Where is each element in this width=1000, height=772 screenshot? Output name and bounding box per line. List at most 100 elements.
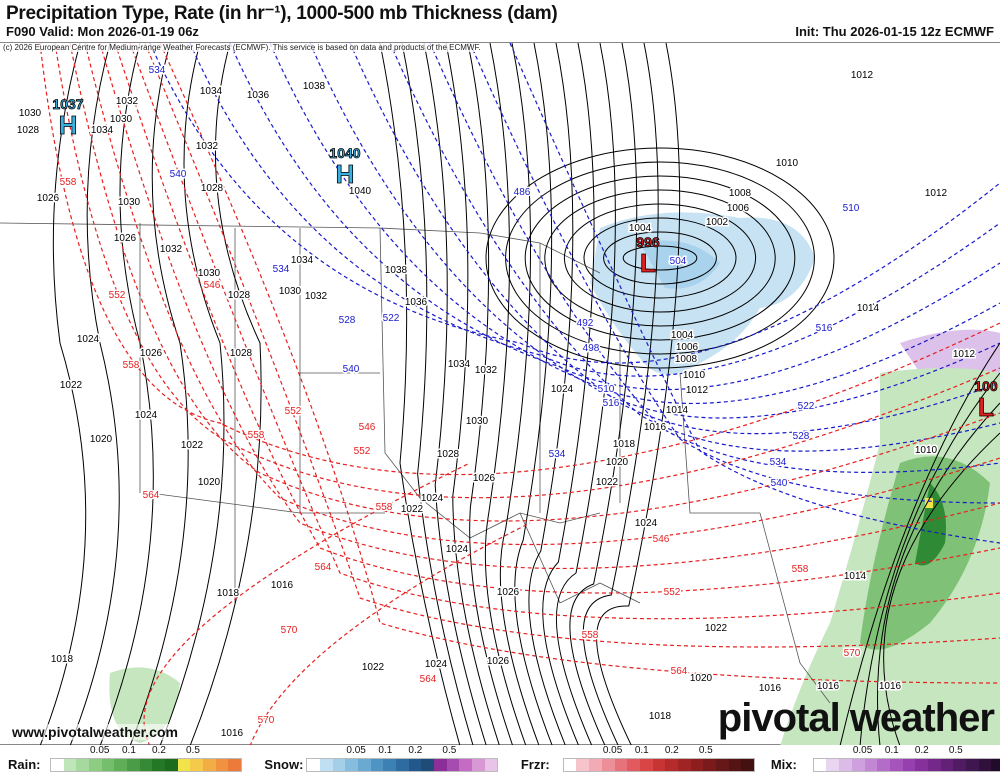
thickness-label-cold: 534 <box>770 457 787 468</box>
legend-swatch <box>203 759 216 771</box>
isobar-label: 1032 <box>305 291 328 302</box>
isobar <box>883 432 1000 747</box>
isobar <box>859 372 1000 747</box>
legend-swatch <box>677 759 691 771</box>
legend-swatch <box>472 759 485 771</box>
isobar <box>622 245 698 271</box>
isobar <box>839 342 1000 747</box>
thickness-label-cold: 534 <box>149 65 166 76</box>
legend-swatch <box>307 759 321 771</box>
map-title: Precipitation Type, Rate (in hr⁻¹), 1000… <box>6 3 558 24</box>
border-line <box>299 373 385 514</box>
isobar-label: 1022 <box>181 440 204 451</box>
isobar-label: 1018 <box>51 654 74 665</box>
isobar <box>467 42 514 747</box>
legend-swatch <box>127 759 140 771</box>
legend-swatch <box>927 759 941 771</box>
isobar <box>555 42 616 747</box>
legend-swatch <box>652 759 666 771</box>
thickness-label-cold: 534 <box>549 449 566 460</box>
isobar-label: 1038 <box>385 265 408 276</box>
thickness-cold-layer <box>149 42 1000 544</box>
legend-swatch <box>434 759 447 771</box>
pivotal-weather-logo: pivotal weather <box>717 696 995 740</box>
isobar-label: 1024 <box>421 493 444 504</box>
isobar-label: 1026 <box>497 587 520 598</box>
isobar-label: 1032 <box>160 244 183 255</box>
legend-swatch <box>563 759 577 771</box>
thickness-label-cold: 504 <box>670 256 687 267</box>
thickness-line-warm <box>84 42 1000 546</box>
thickness-label-warm: 564 <box>420 674 437 685</box>
isobar <box>603 231 717 285</box>
isobar-label: 1024 <box>135 410 158 421</box>
legend-tick: 0.5 <box>186 745 200 756</box>
legend-tick: 0.5 <box>698 745 713 756</box>
header: Precipitation Type, Rate (in hr⁻¹), 1000… <box>0 0 1000 42</box>
isobar <box>423 42 487 747</box>
isobar-label: 1032 <box>196 141 219 152</box>
border-line <box>149 492 301 514</box>
thickness-line-warm <box>129 42 1000 620</box>
isobar-label: 1008 <box>729 188 752 199</box>
thickness-line-warm <box>144 42 1000 648</box>
isobar-label: 1026 <box>114 233 137 244</box>
isobar-label: 1016 <box>271 580 294 591</box>
website-url[interactable]: www.pivotalweather.com <box>12 724 178 740</box>
thickness-label-cold: 540 <box>170 169 187 180</box>
isobar-label: 1028 <box>17 125 40 136</box>
thickness-line-cold <box>189 42 1000 377</box>
thickness-label-warm: 558 <box>376 502 393 513</box>
isobar-label: 1030 <box>466 416 489 427</box>
legend-swatch <box>446 759 460 771</box>
isobar <box>563 203 757 313</box>
border-line <box>519 512 641 604</box>
isobar-label: 1006 <box>676 342 699 353</box>
thickness-warm-layer <box>39 42 1000 747</box>
legend-swatch <box>215 759 229 771</box>
thickness-label-warm: 546 <box>204 280 221 291</box>
isobar <box>159 42 225 747</box>
legend-swatch <box>690 759 704 771</box>
thickness-line-cold <box>349 42 1000 435</box>
thickness-label-warm: 558 <box>792 564 809 575</box>
legend-swatch <box>345 759 359 771</box>
isobar-label: 1004 <box>671 330 694 341</box>
isobar <box>544 189 776 327</box>
thickness-label-warm: 570 <box>281 625 298 636</box>
isobar-label: 1018 <box>649 711 672 722</box>
isobar <box>401 42 474 747</box>
border-line <box>0 222 601 274</box>
isobar <box>129 42 189 747</box>
thickness-line-warm <box>249 522 531 747</box>
isobar <box>583 217 737 299</box>
thickness-label-cold: 510 <box>843 203 860 214</box>
thickness-line-cold <box>149 42 1000 364</box>
isobar <box>379 42 461 747</box>
isobar-label: 1010 <box>683 370 706 381</box>
thickness-label-warm: 558 <box>123 360 140 371</box>
legend-swatch <box>627 759 640 771</box>
pressure-center-value: 996 <box>636 234 660 250</box>
legend-swatch <box>741 759 754 771</box>
legend-tick: 0.05 <box>602 745 623 756</box>
legend-swatch <box>826 759 840 771</box>
thickness-label-warm: 564 <box>671 666 688 677</box>
thickness-label-warm: 570 <box>844 648 861 659</box>
isobar-label: 1036 <box>247 90 270 101</box>
isobar-label: 1016 <box>879 681 902 692</box>
isobar-label: 1034 <box>448 359 471 370</box>
pressure-center-value: 1037 <box>52 96 83 112</box>
thickness-label-warm: 558 <box>582 630 599 641</box>
legend-swatch <box>320 759 333 771</box>
isobar-label: 1036 <box>405 297 428 308</box>
isobar-label: 1034 <box>91 125 114 136</box>
legend-tick: 0.2 <box>914 745 929 756</box>
thickness-label-warm: 546 <box>653 534 670 545</box>
legend-swatch <box>165 759 178 771</box>
isobar-label: 1030 <box>279 286 302 297</box>
legend-swatch <box>370 759 384 771</box>
thickness-line-warm <box>99 42 1000 570</box>
